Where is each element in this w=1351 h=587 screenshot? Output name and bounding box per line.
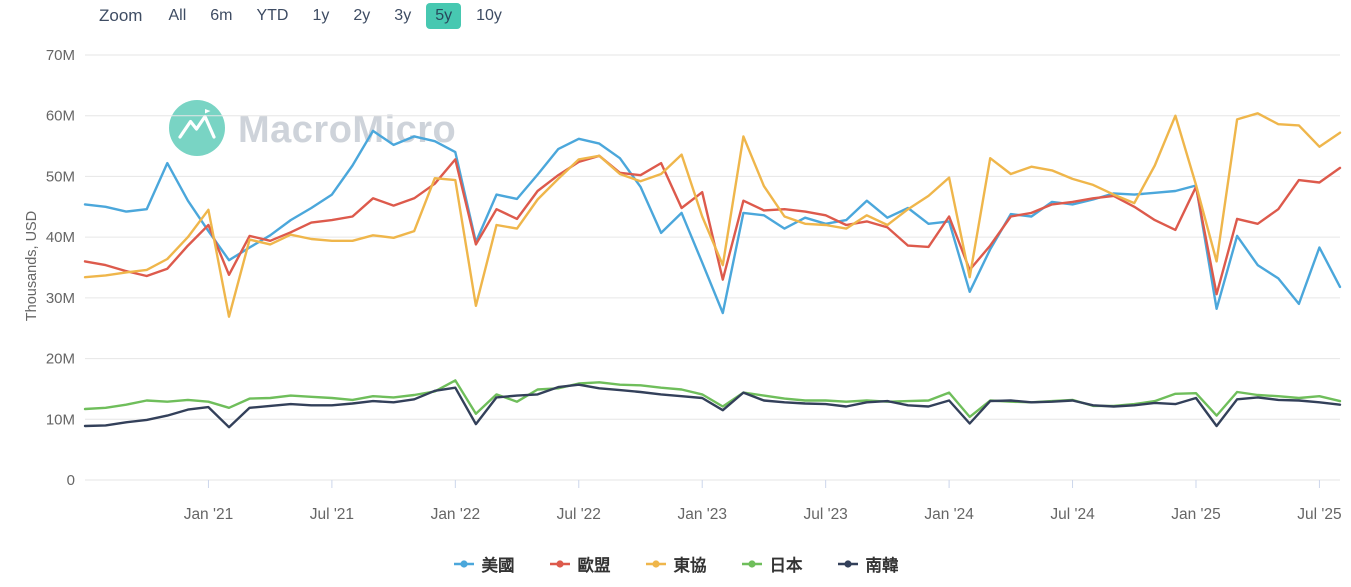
- zoom-buttons: All 6m YTD 1y 2y 3y 5y 10y: [156, 3, 513, 29]
- legend-label: 南韓: [865, 557, 899, 575]
- legend-marker-icon: [837, 560, 858, 568]
- legend-item-asean[interactable]: 東協: [645, 552, 707, 576]
- x-tick-label: Jul '23: [803, 506, 847, 523]
- series-line-eu: [83, 154, 1342, 296]
- zoom-button-3y[interactable]: 3y: [385, 3, 420, 29]
- x-tick-label: Jul '21: [310, 506, 354, 523]
- series-line-us: [83, 129, 1342, 315]
- legend-marker-icon: [645, 560, 666, 568]
- x-tick-label: Jul '25: [1297, 506, 1341, 523]
- legend: 美國 歐盟 東協 日本 南韓: [0, 552, 1351, 576]
- zoom-toolbar: Zoom All 6m YTD 1y 2y 3y 5y 10y: [99, 3, 514, 29]
- x-tick-label: Jan '22: [431, 506, 481, 523]
- y-tick-label: 30M: [46, 290, 75, 307]
- x-tick-label: Jul '22: [557, 506, 601, 523]
- zoom-button-all[interactable]: All: [159, 3, 195, 29]
- y-tick-label: 0: [67, 472, 75, 489]
- plot-area[interactable]: 0 10M 20M 30M 40M 50M 60M 70M Jan '21 Jul '21 Jan …: [0, 0, 1351, 545]
- legend-item-japan[interactable]: 日本: [741, 552, 803, 576]
- legend-label: 東協: [673, 557, 707, 575]
- y-tick-label: 50M: [46, 168, 75, 185]
- legend-label: 美國: [481, 557, 515, 575]
- legend-marker-icon: [453, 560, 474, 568]
- series-line-asean: [83, 112, 1342, 318]
- zoom-button-ytd[interactable]: YTD: [247, 3, 297, 29]
- zoom-button-6m[interactable]: 6m: [201, 3, 241, 29]
- legend-item-korea[interactable]: 南韓: [837, 552, 899, 576]
- x-tick-label: Jan '25: [1171, 506, 1221, 523]
- legend-label: 歐盟: [577, 557, 611, 575]
- x-tick-label: Jan '21: [184, 506, 234, 523]
- zoom-button-1y[interactable]: 1y: [303, 3, 338, 29]
- legend-label: 日本: [769, 557, 803, 575]
- y-tick-label: 10M: [46, 411, 75, 428]
- legend-item-eu[interactable]: 歐盟: [549, 552, 611, 576]
- series-line-korea: [83, 383, 1342, 429]
- zoom-button-2y[interactable]: 2y: [344, 3, 379, 29]
- y-tick-label: 40M: [46, 229, 75, 246]
- x-tick-label: Jan '23: [677, 506, 727, 523]
- y-tick-label: 70M: [46, 47, 75, 64]
- legend-marker-icon: [741, 560, 762, 568]
- zoom-label: Zoom: [99, 6, 143, 25]
- y-tick-label: 20M: [46, 351, 75, 368]
- y-tick-label: 60M: [46, 108, 75, 125]
- x-tick-label: Jan '24: [924, 506, 974, 523]
- zoom-button-5y[interactable]: 5y: [426, 3, 462, 29]
- x-tick-label: Jul '24: [1050, 506, 1095, 523]
- series-line-japan: [83, 379, 1342, 419]
- legend-marker-icon: [549, 560, 570, 568]
- legend-item-us[interactable]: 美國: [453, 552, 515, 576]
- zoom-button-10y[interactable]: 10y: [467, 3, 511, 29]
